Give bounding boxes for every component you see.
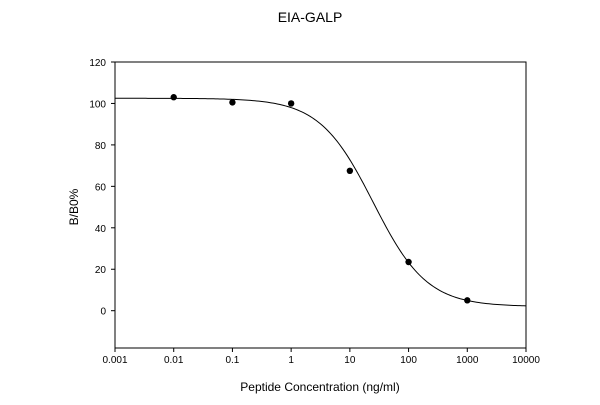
chart-title: EIA-GALP	[278, 9, 343, 25]
y-tick-label: 0	[100, 307, 106, 318]
y-tick-label: 120	[89, 58, 106, 69]
x-tick-label: 1000	[456, 355, 479, 366]
x-tick-label: 0.01	[164, 355, 184, 366]
y-axis-label: B/B0%	[67, 188, 81, 225]
data-point	[287, 100, 295, 107]
x-tick-label: 0.001	[102, 355, 127, 366]
y-tick-label: 60	[95, 182, 107, 193]
y-tick-label: 40	[95, 224, 107, 235]
y-tick-label: 20	[95, 265, 107, 276]
x-tick-label: 100	[400, 355, 417, 366]
plot-frame	[114, 61, 527, 349]
data-point	[346, 167, 354, 175]
y-tick-label: 100	[89, 99, 106, 110]
x-tick-label: 10000	[512, 355, 540, 366]
x-tick-label: 0.1	[225, 355, 239, 366]
data-point	[229, 99, 236, 106]
x-tick-label: 10	[344, 355, 356, 366]
x-axis-label: Peptide Concentration (ng/ml)	[240, 380, 399, 394]
fit-curve	[115, 97, 527, 307]
y-tick-label: 80	[95, 141, 107, 152]
x-tick-label: 1	[288, 355, 294, 366]
data-point	[464, 297, 471, 304]
data-point	[170, 94, 177, 101]
data-point	[405, 258, 412, 266]
